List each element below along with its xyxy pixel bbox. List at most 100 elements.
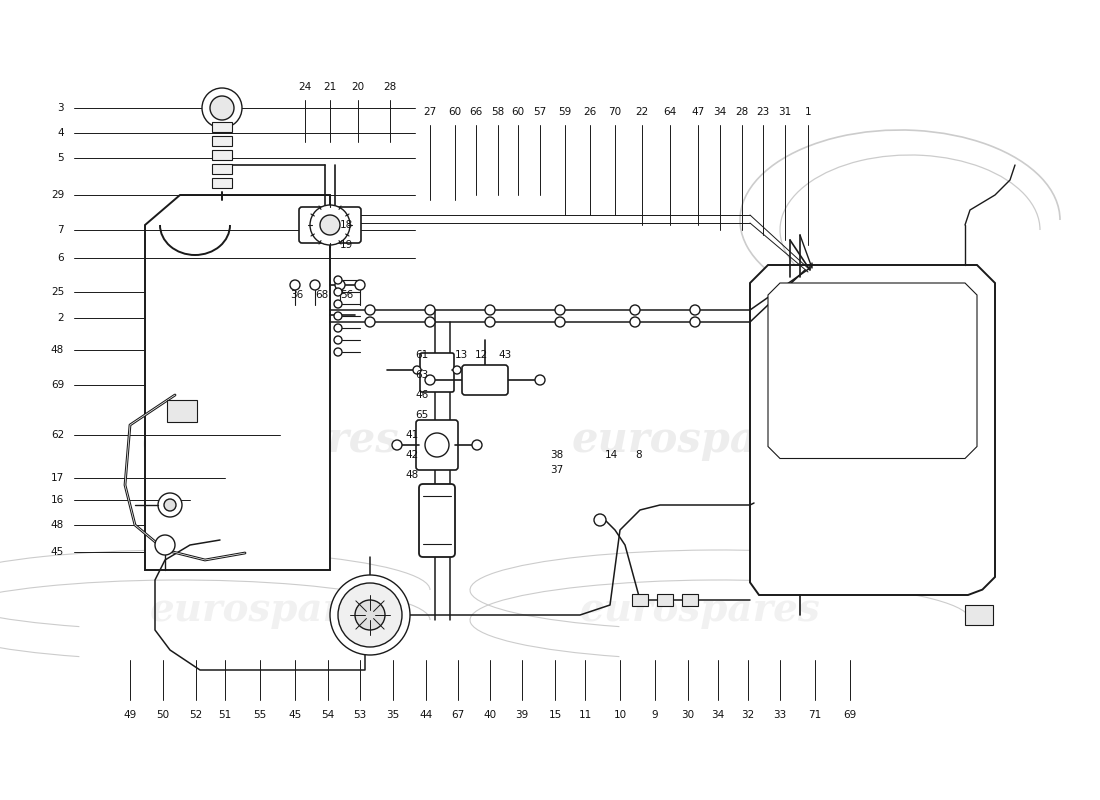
- Circle shape: [310, 280, 320, 290]
- Text: 36: 36: [290, 290, 304, 300]
- Text: 12: 12: [475, 350, 488, 360]
- Bar: [965, 605, 993, 625]
- Text: 22: 22: [636, 107, 649, 117]
- Text: 52: 52: [189, 710, 202, 720]
- Circle shape: [425, 317, 435, 327]
- Text: 28: 28: [736, 107, 749, 117]
- Bar: [657, 594, 673, 606]
- Circle shape: [594, 514, 606, 526]
- Text: 69: 69: [51, 380, 64, 390]
- Text: 40: 40: [483, 710, 496, 720]
- Text: 21: 21: [323, 82, 337, 92]
- Circle shape: [320, 215, 340, 235]
- Text: 61: 61: [415, 350, 428, 360]
- Text: 32: 32: [741, 710, 755, 720]
- Text: 59: 59: [559, 107, 572, 117]
- Text: 9: 9: [651, 710, 658, 720]
- Polygon shape: [768, 283, 977, 458]
- Text: 37: 37: [550, 465, 563, 475]
- Circle shape: [412, 366, 421, 374]
- Text: 16: 16: [51, 495, 64, 505]
- Text: 35: 35: [386, 710, 399, 720]
- FancyBboxPatch shape: [416, 420, 458, 470]
- Text: 48: 48: [51, 345, 64, 355]
- Text: 44: 44: [419, 710, 432, 720]
- Text: 69: 69: [844, 710, 857, 720]
- Text: 54: 54: [321, 710, 334, 720]
- Circle shape: [330, 575, 410, 655]
- FancyBboxPatch shape: [299, 207, 361, 243]
- Circle shape: [425, 375, 435, 385]
- Text: 70: 70: [608, 107, 622, 117]
- Text: 50: 50: [156, 710, 169, 720]
- Circle shape: [556, 305, 565, 315]
- Text: 71: 71: [808, 710, 822, 720]
- Text: 68: 68: [315, 290, 328, 300]
- Circle shape: [334, 276, 342, 284]
- Text: 26: 26: [583, 107, 596, 117]
- Polygon shape: [145, 195, 330, 570]
- Text: 47: 47: [692, 107, 705, 117]
- Text: 48: 48: [405, 470, 418, 480]
- Text: 65: 65: [415, 410, 428, 420]
- Text: 11: 11: [579, 710, 592, 720]
- Circle shape: [155, 535, 175, 555]
- Text: 58: 58: [492, 107, 505, 117]
- Circle shape: [453, 366, 461, 374]
- Circle shape: [630, 305, 640, 315]
- Circle shape: [334, 288, 342, 296]
- Text: 33: 33: [773, 710, 786, 720]
- Text: 41: 41: [405, 430, 418, 440]
- Circle shape: [164, 499, 176, 511]
- Circle shape: [202, 88, 242, 128]
- Circle shape: [365, 317, 375, 327]
- Bar: [167, 400, 197, 422]
- Circle shape: [690, 317, 700, 327]
- Circle shape: [290, 280, 300, 290]
- FancyBboxPatch shape: [462, 365, 508, 395]
- Text: 17: 17: [51, 473, 64, 483]
- Circle shape: [535, 375, 544, 385]
- Circle shape: [334, 348, 342, 356]
- Bar: [212, 178, 232, 188]
- Bar: [632, 594, 648, 606]
- Circle shape: [472, 440, 482, 450]
- Text: 30: 30: [681, 710, 694, 720]
- Text: 64: 64: [663, 107, 676, 117]
- Bar: [212, 150, 232, 160]
- Text: 8: 8: [635, 450, 641, 460]
- Circle shape: [338, 583, 402, 647]
- Text: 23: 23: [757, 107, 770, 117]
- Text: 53: 53: [353, 710, 366, 720]
- FancyBboxPatch shape: [420, 353, 454, 392]
- Circle shape: [334, 312, 342, 320]
- Text: 34: 34: [712, 710, 725, 720]
- Text: 34: 34: [714, 107, 727, 117]
- Text: 29: 29: [51, 190, 64, 200]
- Bar: [682, 594, 698, 606]
- Text: 51: 51: [219, 710, 232, 720]
- Circle shape: [336, 280, 345, 290]
- Bar: [212, 122, 232, 132]
- Circle shape: [690, 305, 700, 315]
- Text: 7: 7: [57, 225, 64, 235]
- Text: 31: 31: [779, 107, 792, 117]
- Text: 3: 3: [57, 103, 64, 113]
- Text: 5: 5: [57, 153, 64, 163]
- Text: eurospares: eurospares: [571, 419, 828, 461]
- Text: 62: 62: [51, 430, 64, 440]
- Text: 38: 38: [550, 450, 563, 460]
- Text: 66: 66: [470, 107, 483, 117]
- Circle shape: [556, 317, 565, 327]
- Text: 60: 60: [449, 107, 462, 117]
- Text: 57: 57: [534, 107, 547, 117]
- Text: 19: 19: [340, 240, 353, 250]
- Circle shape: [392, 440, 402, 450]
- Text: 13: 13: [455, 350, 469, 360]
- Text: 60: 60: [512, 107, 525, 117]
- Circle shape: [485, 317, 495, 327]
- Text: eurospares: eurospares: [141, 419, 399, 461]
- Text: 20: 20: [351, 82, 364, 92]
- Text: 25: 25: [51, 287, 64, 297]
- Polygon shape: [750, 265, 996, 595]
